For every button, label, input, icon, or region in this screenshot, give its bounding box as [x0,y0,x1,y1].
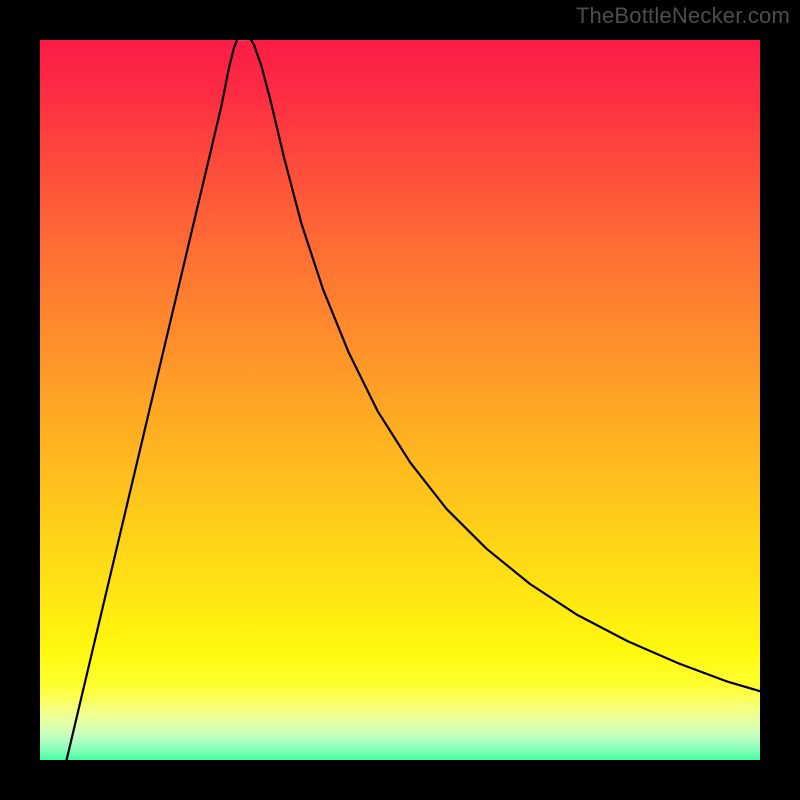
chart-gradient-background [40,32,766,768]
watermark-text: TheBottleNecker.com [576,3,790,29]
chart-svg [0,0,800,800]
chart-root: TheBottleNecker.com [0,0,800,800]
